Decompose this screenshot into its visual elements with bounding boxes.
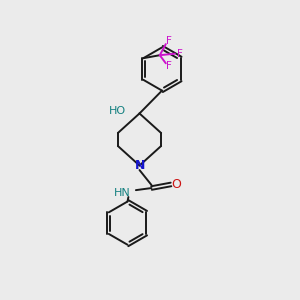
Text: HO: HO xyxy=(109,106,127,116)
Text: HN: HN xyxy=(114,188,130,198)
Text: F: F xyxy=(177,49,183,59)
Text: N: N xyxy=(135,159,145,172)
Text: F: F xyxy=(167,36,172,46)
Text: O: O xyxy=(171,178,181,190)
Text: F: F xyxy=(167,61,172,71)
